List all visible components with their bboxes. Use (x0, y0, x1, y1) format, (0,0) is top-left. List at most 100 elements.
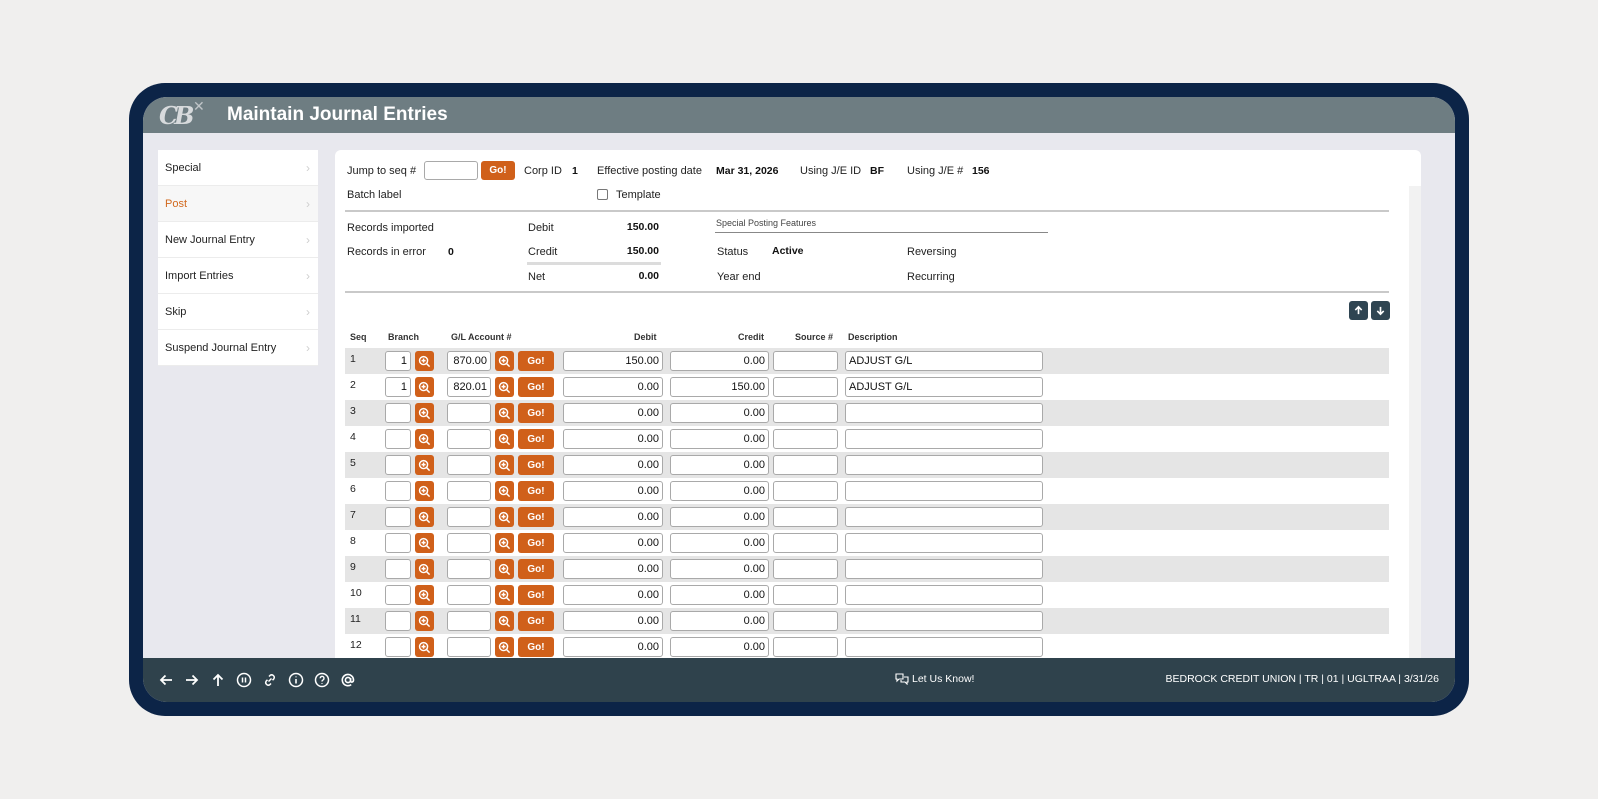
branch-input[interactable] (385, 637, 411, 657)
description-input[interactable] (845, 637, 1043, 657)
gl-account-lookup-button[interactable] (495, 455, 514, 475)
source-input[interactable] (773, 481, 838, 501)
description-input[interactable] (845, 481, 1043, 501)
description-input[interactable] (845, 351, 1043, 371)
gl-account-lookup-button[interactable] (495, 429, 514, 449)
gl-account-lookup-button[interactable] (495, 377, 514, 397)
description-input[interactable] (845, 377, 1043, 397)
gl-account-lookup-button[interactable] (495, 533, 514, 553)
description-input[interactable] (845, 585, 1043, 605)
scroll-down-button[interactable] (1371, 301, 1390, 320)
branch-input[interactable] (385, 351, 411, 371)
source-input[interactable] (773, 533, 838, 553)
branch-lookup-button[interactable] (415, 637, 434, 657)
branch-input[interactable] (385, 611, 411, 631)
sidebar-item-import-entries[interactable]: Import Entries › (158, 258, 318, 294)
credit-input[interactable] (670, 455, 769, 475)
branch-lookup-button[interactable] (415, 481, 434, 501)
gl-account-go-button[interactable]: Go! (518, 507, 554, 527)
source-input[interactable] (773, 351, 838, 371)
sidebar-item-skip[interactable]: Skip › (158, 294, 318, 330)
forward-arrow-icon[interactable] (183, 671, 201, 689)
vertical-scrollbar[interactable] (1409, 186, 1421, 698)
gl-account-input[interactable] (447, 611, 491, 631)
branch-lookup-button[interactable] (415, 403, 434, 423)
credit-input[interactable] (670, 481, 769, 501)
gl-account-go-button[interactable]: Go! (518, 455, 554, 475)
gl-account-input[interactable] (447, 429, 491, 449)
debit-input[interactable] (563, 533, 663, 553)
branch-input[interactable] (385, 377, 411, 397)
gl-account-go-button[interactable]: Go! (518, 481, 554, 501)
debit-input[interactable] (563, 637, 663, 657)
branch-lookup-button[interactable] (415, 585, 434, 605)
debit-input[interactable] (563, 377, 663, 397)
credit-input[interactable] (670, 637, 769, 657)
source-input[interactable] (773, 377, 838, 397)
branch-lookup-button[interactable] (415, 559, 434, 579)
branch-lookup-button[interactable] (415, 507, 434, 527)
credit-input[interactable] (670, 351, 769, 371)
sidebar-item-suspend-journal-entry[interactable]: Suspend Journal Entry › (158, 330, 318, 366)
credit-input[interactable] (670, 585, 769, 605)
description-input[interactable] (845, 507, 1043, 527)
branch-input[interactable] (385, 507, 411, 527)
branch-input[interactable] (385, 533, 411, 553)
gl-account-go-button[interactable]: Go! (518, 377, 554, 397)
gl-account-input[interactable] (447, 533, 491, 553)
gl-account-input[interactable] (447, 403, 491, 423)
credit-input[interactable] (670, 533, 769, 553)
branch-input[interactable] (385, 585, 411, 605)
jump-to-seq-input[interactable] (424, 161, 478, 180)
gl-account-input[interactable] (447, 507, 491, 527)
let-us-know-link[interactable]: Let Us Know! (895, 673, 974, 685)
at-sign-icon[interactable] (339, 671, 357, 689)
gl-account-input[interactable] (447, 585, 491, 605)
gl-account-lookup-button[interactable] (495, 559, 514, 579)
help-icon[interactable] (313, 671, 331, 689)
link-icon[interactable] (261, 671, 279, 689)
scroll-up-button[interactable] (1349, 301, 1368, 320)
gl-account-go-button[interactable]: Go! (518, 611, 554, 631)
credit-input[interactable] (670, 429, 769, 449)
branch-lookup-button[interactable] (415, 533, 434, 553)
gl-account-go-button[interactable]: Go! (518, 585, 554, 605)
credit-input[interactable] (670, 611, 769, 631)
branch-lookup-button[interactable] (415, 455, 434, 475)
description-input[interactable] (845, 429, 1043, 449)
gl-account-lookup-button[interactable] (495, 403, 514, 423)
gl-account-lookup-button[interactable] (495, 585, 514, 605)
source-input[interactable] (773, 507, 838, 527)
sidebar-item-special[interactable]: Special › (158, 150, 318, 186)
gl-account-go-button[interactable]: Go! (518, 559, 554, 579)
gl-account-go-button[interactable]: Go! (518, 533, 554, 553)
sidebar-item-post[interactable]: Post › (158, 186, 318, 222)
credit-input[interactable] (670, 507, 769, 527)
debit-input[interactable] (563, 611, 663, 631)
branch-lookup-button[interactable] (415, 429, 434, 449)
gl-account-lookup-button[interactable] (495, 507, 514, 527)
gl-account-input[interactable] (447, 351, 491, 371)
gl-account-input[interactable] (447, 455, 491, 475)
debit-input[interactable] (563, 429, 663, 449)
gl-account-lookup-button[interactable] (495, 637, 514, 657)
gl-account-input[interactable] (447, 377, 491, 397)
template-checkbox[interactable] (597, 189, 608, 200)
back-arrow-icon[interactable] (157, 671, 175, 689)
gl-account-go-button[interactable]: Go! (518, 429, 554, 449)
branch-input[interactable] (385, 455, 411, 475)
branch-input[interactable] (385, 403, 411, 423)
debit-input[interactable] (563, 455, 663, 475)
credit-input[interactable] (670, 403, 769, 423)
source-input[interactable] (773, 559, 838, 579)
gl-account-input[interactable] (447, 559, 491, 579)
source-input[interactable] (773, 429, 838, 449)
source-input[interactable] (773, 455, 838, 475)
gl-account-lookup-button[interactable] (495, 481, 514, 501)
debit-input[interactable] (563, 585, 663, 605)
credit-input[interactable] (670, 559, 769, 579)
jump-go-button[interactable]: Go! (481, 161, 515, 180)
gl-account-input[interactable] (447, 637, 491, 657)
source-input[interactable] (773, 637, 838, 657)
gl-account-go-button[interactable]: Go! (518, 403, 554, 423)
